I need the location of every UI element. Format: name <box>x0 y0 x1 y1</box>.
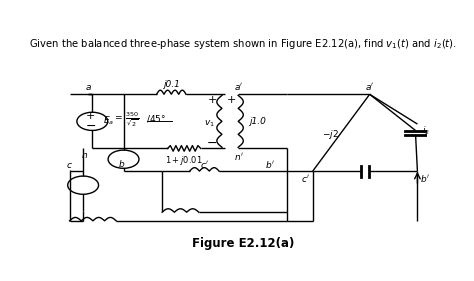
Text: +: + <box>86 111 95 121</box>
Text: j1.0: j1.0 <box>249 117 266 126</box>
Text: $b'$: $b'$ <box>265 159 275 170</box>
Text: Figure E2.12(a): Figure E2.12(a) <box>192 237 294 250</box>
Text: n: n <box>82 151 87 160</box>
Text: $a'$: $a'$ <box>365 81 374 92</box>
Text: j0.1: j0.1 <box>163 80 180 89</box>
Text: $=\,\frac{350}{\sqrt{2}}$: $=\,\frac{350}{\sqrt{2}}$ <box>112 110 139 128</box>
Text: $1 + j0.01$: $1 + j0.01$ <box>165 154 203 167</box>
Text: b: b <box>119 160 125 169</box>
Text: c: c <box>67 161 72 170</box>
Text: $-j2$: $-j2$ <box>322 128 339 141</box>
Text: −: − <box>207 137 218 150</box>
Text: $i_2$: $i_2$ <box>422 124 430 137</box>
Text: −: − <box>85 120 96 133</box>
Text: +: + <box>227 95 237 105</box>
Text: $b'$: $b'$ <box>420 173 430 184</box>
Text: $a'$: $a'$ <box>234 81 243 92</box>
Text: $/45°$: $/45°$ <box>146 113 166 124</box>
Text: +: + <box>208 95 217 105</box>
Text: $E_a$: $E_a$ <box>102 114 114 126</box>
Text: $c'$: $c'$ <box>200 159 209 170</box>
Text: a: a <box>85 83 91 92</box>
Text: $c'$: $c'$ <box>301 173 310 184</box>
Text: $n'$: $n'$ <box>234 151 244 162</box>
Text: Given the balanced three-phase system shown in Figure E2.12(a), find $v_1(t)$ an: Given the balanced three-phase system sh… <box>29 37 457 51</box>
Text: $v_1$: $v_1$ <box>204 118 215 129</box>
